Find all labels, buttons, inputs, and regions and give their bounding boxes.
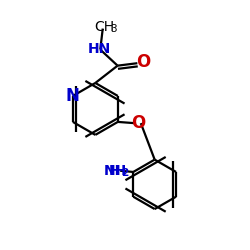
Text: H: H <box>109 164 120 178</box>
Text: 2: 2 <box>121 168 128 178</box>
Text: O: O <box>136 53 150 71</box>
Text: 3: 3 <box>110 24 117 34</box>
Text: CH: CH <box>94 20 114 34</box>
Text: N: N <box>66 87 80 105</box>
Text: O: O <box>131 114 146 132</box>
Text: HN: HN <box>88 42 111 56</box>
Text: NH: NH <box>104 164 127 178</box>
